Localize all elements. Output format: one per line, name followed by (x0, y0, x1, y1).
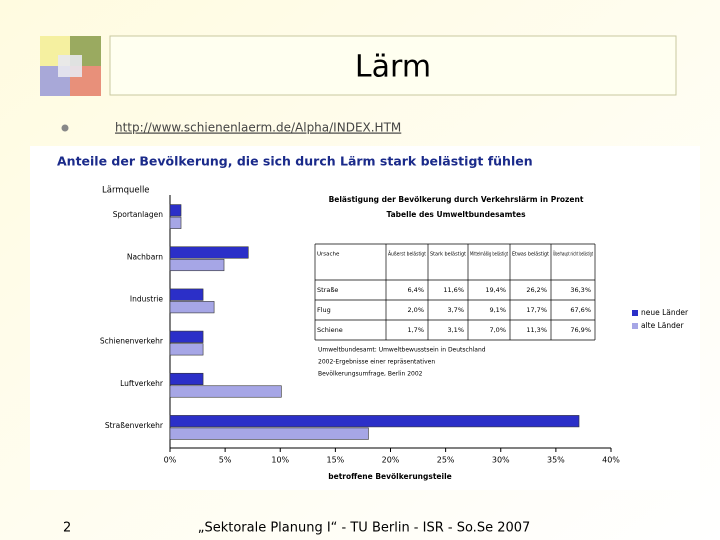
table-header: Überhaupt nicht belästigt (553, 251, 593, 258)
x-tick-label: 35% (547, 456, 565, 465)
title-box (109, 35, 677, 96)
table-header: Äußerst belästigt (388, 251, 427, 258)
table-cell: 3,1% (447, 326, 464, 334)
y-tick-label: Schienenverkehr (100, 337, 164, 346)
bar (169, 258, 225, 272)
table-cell: 36,3% (570, 286, 591, 294)
table-cell: 2,0% (407, 306, 424, 314)
table-source: Bevölkerungsumfrage, Berlin 2002 (318, 371, 423, 378)
legend-swatch (632, 310, 638, 316)
table-header: Ursache (317, 252, 340, 258)
bar (169, 415, 580, 428)
x-tick-label: 0% (164, 456, 177, 465)
y-tick-label: Nachbarn (127, 252, 163, 261)
table-header: Etwas belästigt (512, 252, 550, 258)
table-cell: 67,6% (570, 306, 591, 314)
x-axis-title: betroffene Bevölkerungsteile (328, 472, 452, 481)
y-tick-label: Straßenverkehr (105, 421, 164, 430)
x-tick-label: 20% (382, 456, 400, 465)
table-cell: Flug (317, 306, 331, 314)
x-tick-label: 5% (219, 456, 232, 465)
y-tick-label: Sportanlagen (113, 210, 164, 219)
x-tick-label: 30% (492, 456, 510, 465)
bar (169, 385, 282, 398)
bar (169, 330, 204, 343)
table-cell: 9,1% (489, 306, 506, 314)
table-cell: 7,0% (489, 326, 506, 334)
y-tick-label: Luftverkehr (120, 379, 164, 388)
legend-label: neue Länder (641, 308, 689, 317)
y-axis-title: Lärmquelle (102, 186, 150, 196)
page-number: 2 (63, 521, 71, 536)
table-cell: 11,3% (526, 326, 547, 334)
footer: „Sektorale Planung I“ - TU Berlin - ISR … (198, 521, 531, 536)
table-title: Belästigung der Bevölkerung durch Verkeh… (329, 195, 584, 204)
bullet (61, 124, 69, 132)
table-cell: 26,2% (526, 286, 547, 294)
table-header: Stark belästigt (430, 252, 467, 258)
table-cell: 6,4% (407, 286, 424, 294)
x-tick-label: 40% (602, 456, 620, 465)
bar (169, 216, 182, 229)
logo (40, 36, 101, 96)
bar (169, 301, 215, 314)
bar (169, 343, 204, 356)
legend-swatch (632, 323, 638, 329)
bar (169, 246, 249, 259)
table-cell: 19,4% (485, 286, 506, 294)
slide-title: Lärm (355, 50, 431, 85)
table-cell: 1,7% (407, 326, 424, 334)
x-tick-label: 15% (326, 456, 344, 465)
x-tick-label: 10% (271, 456, 289, 465)
table-header: Mittelmäßig belästigt (470, 252, 509, 258)
table-cell: Schiene (317, 326, 343, 334)
table-cell: 76,9% (570, 326, 591, 334)
table-cell: Straße (317, 286, 338, 294)
table-subtitle: Tabelle des Umweltbundesamtes (386, 210, 526, 219)
chart-title: Anteile der Bevölkerung, die sich durch … (57, 154, 533, 169)
table-cell: 11,6% (443, 286, 464, 294)
y-tick-label: Industrie (130, 294, 163, 303)
table-cell: 17,7% (526, 306, 547, 314)
bar (169, 204, 182, 217)
table-cell: 3,7% (447, 306, 464, 314)
bar (169, 372, 204, 386)
legend-label: alte Länder (641, 321, 685, 330)
bar (169, 427, 369, 440)
link[interactable]: http://www.schienenlaerm.de/Alpha/INDEX.… (115, 121, 401, 135)
x-tick-label: 25% (437, 456, 455, 465)
bar (169, 288, 204, 301)
table-source: 2002-Ergebnisse einer repräsentativen (318, 359, 435, 366)
table-source: Umweltbundesamt: Umweltbewusstsein in De… (318, 347, 486, 354)
